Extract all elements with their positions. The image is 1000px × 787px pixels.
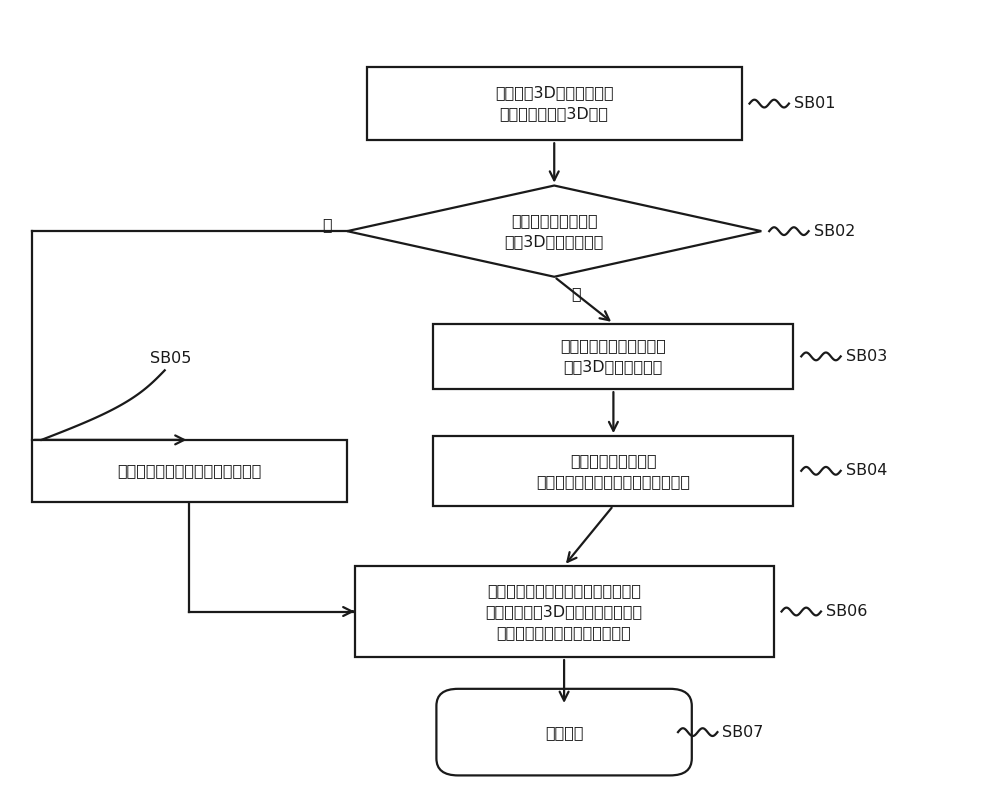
Text: 用户设定统一的模型切片打印参数: 用户设定统一的模型切片打印参数	[117, 464, 262, 478]
FancyBboxPatch shape	[367, 67, 742, 140]
FancyBboxPatch shape	[355, 566, 774, 657]
FancyBboxPatch shape	[436, 689, 692, 775]
FancyBboxPatch shape	[433, 436, 793, 505]
Text: 用户将模型切片打印参数设定完成并
进行切片后的3D模型打印数据导入
光固化打印机中进行光固化打印: 用户将模型切片打印参数设定完成并 进行切片后的3D模型打印数据导入 光固化打印机…	[486, 583, 643, 640]
Text: SB05: SB05	[150, 352, 191, 367]
Text: SB03: SB03	[846, 349, 887, 364]
Text: 用户判断是否需要对
多个3D模型进行分组: 用户判断是否需要对 多个3D模型进行分组	[505, 213, 604, 249]
FancyBboxPatch shape	[32, 440, 347, 502]
Text: SB01: SB01	[794, 96, 835, 111]
Text: 否: 否	[323, 217, 332, 232]
Text: SB06: SB06	[826, 604, 867, 619]
Text: 是: 是	[571, 286, 581, 301]
Text: SB02: SB02	[814, 224, 855, 238]
Text: SB04: SB04	[846, 464, 887, 478]
Polygon shape	[347, 186, 761, 277]
Text: 用户通过3D打印切片软件
载入并打开多个3D模型: 用户通过3D打印切片软件 载入并打开多个3D模型	[495, 86, 614, 121]
Text: 用户根据不同分组对
各组模型各自设定模型切片打印参数: 用户根据不同分组对 各组模型各自设定模型切片打印参数	[536, 453, 690, 489]
Text: SB07: SB07	[722, 725, 764, 740]
Text: 流程结束: 流程结束	[545, 725, 583, 740]
FancyBboxPatch shape	[433, 323, 793, 390]
Text: 用户根据不同选择需求将
多个3D模型进行分组: 用户根据不同选择需求将 多个3D模型进行分组	[560, 338, 666, 375]
